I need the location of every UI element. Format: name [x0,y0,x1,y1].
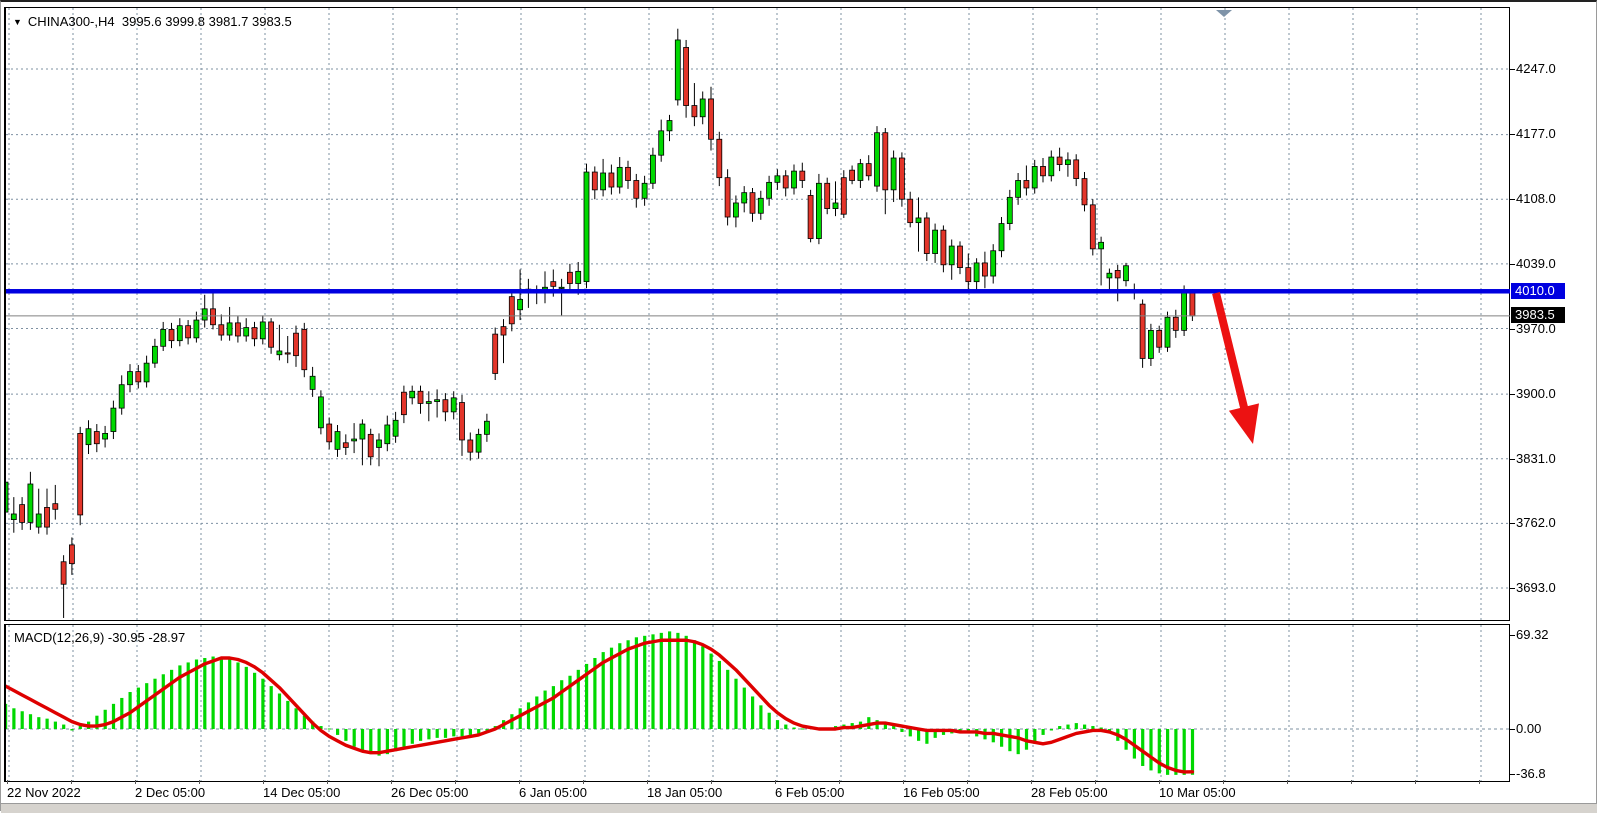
macd-indicator-label: MACD(12,26,9) -30.95 -28.97 [14,630,186,645]
axis-tick [1510,635,1515,636]
price-chart-panel[interactable]: ▼ CHINA300-,H4 3995.6 3999.8 3981.7 3983.… [4,7,1510,621]
axis-tick [1510,729,1515,730]
time-axis-label: 14 Dec 05:00 [263,785,341,800]
down-arrow-head [1228,403,1260,444]
time-axis[interactable]: 22 Nov 2022 2 Dec 05:00 14 Dec 05:00 26 Dec… [4,780,1510,804]
price-axis-label: 3900.0 [1516,386,1556,401]
latest-bar-marker-icon[interactable] [1216,10,1232,17]
grid-lines [6,8,1510,620]
down-arrow-shaft [1212,292,1250,414]
symbol-period-label: CHINA300-,H4 [27,14,115,29]
axis-tick [1510,523,1515,524]
time-axis-tick [1351,780,1352,784]
window-bottom-edge [1,803,1597,813]
time-axis-label: 6 Jan 05:00 [519,785,587,800]
axis-tick [1510,774,1515,775]
macd-histogram [6,631,1195,775]
macd-signal-line [6,638,1195,774]
time-axis-tick [455,780,456,784]
chart-title: ▼ CHINA300-,H4 3995.6 3999.8 3981.7 3983.… [13,14,292,29]
candlestick-series [6,28,1196,618]
price-axis-label: 3970.0 [1516,321,1556,336]
price-axis-label: 4177.0 [1516,126,1556,141]
time-axis-label: 10 Mar 05:00 [1159,785,1236,800]
symbol-dropdown-icon[interactable]: ▼ [13,17,22,27]
time-axis-tick [1159,780,1160,784]
macd-panel[interactable]: MACD(12,26,9) -30.95 -28.97 [4,624,1510,782]
axis-tick [1510,588,1515,589]
time-axis-tick [1223,780,1224,784]
macd-axis-label: 0.00 [1516,721,1542,736]
ohlc-values: 3995.6 3999.8 3981.7 3983.5 [121,14,292,29]
price-axis-label: 4108.0 [1516,191,1556,206]
time-axis-tick [135,780,136,784]
price-axis-label: 4247.0 [1516,61,1556,76]
time-axis-tick [7,780,8,784]
macd-chart [6,625,1510,781]
time-axis-tick [647,780,648,784]
time-axis-tick [1031,780,1032,784]
axis-tick [1510,69,1515,70]
time-axis-tick [711,780,712,784]
hline-price-flag: 4010.0 [1511,283,1565,299]
time-axis-label: 6 Feb 05:00 [775,785,845,800]
time-axis-tick [583,780,584,784]
horizontal-line-4010 [6,289,1510,294]
time-axis-tick [391,780,392,784]
time-axis-label: 2 Dec 05:00 [135,785,206,800]
macd-grid [6,625,1510,781]
time-axis-tick [71,780,72,784]
time-axis-tick [967,780,968,784]
time-axis-tick [1095,780,1096,784]
time-axis-label: 26 Dec 05:00 [391,785,469,800]
time-axis-tick [903,780,904,784]
time-axis-tick [1479,780,1480,784]
macd-axis-label: 69.32 [1516,627,1549,642]
time-axis-tick [1415,780,1416,784]
time-axis-tick [263,780,264,784]
axis-tick [1510,394,1515,395]
time-axis-tick [775,780,776,784]
price-axis-label: 4039.0 [1516,256,1556,271]
time-axis-tick [839,780,840,784]
candlestick-chart [6,8,1510,620]
time-axis-tick [199,780,200,784]
macd-axis-label: -36.8 [1516,766,1546,781]
price-axis-label: 3762.0 [1516,515,1556,530]
time-axis-label: 28 Feb 05:00 [1031,785,1108,800]
price-axis-label: 3831.0 [1516,451,1556,466]
price-axis[interactable]: 4247.0 4177.0 4108.0 4039.0 3970.0 3900.0 3831… [1510,7,1597,622]
last-price-flag: 3983.5 [1511,307,1565,323]
time-axis-label: 22 Nov 2022 [7,785,81,800]
axis-tick [1510,134,1515,135]
time-axis-tick [327,780,328,784]
time-axis-label: 18 Jan 05:00 [647,785,723,800]
axis-tick [1510,459,1515,460]
axis-tick [1510,264,1515,265]
time-axis-tick [519,780,520,784]
price-axis-label: 3693.0 [1516,580,1556,595]
axis-tick [1510,199,1515,200]
axis-tick [1510,329,1515,330]
time-axis-tick [1287,780,1288,784]
macd-axis[interactable]: 69.32 0.00 -36.8 [1510,624,1597,782]
time-axis-label: 16 Feb 05:00 [903,785,980,800]
